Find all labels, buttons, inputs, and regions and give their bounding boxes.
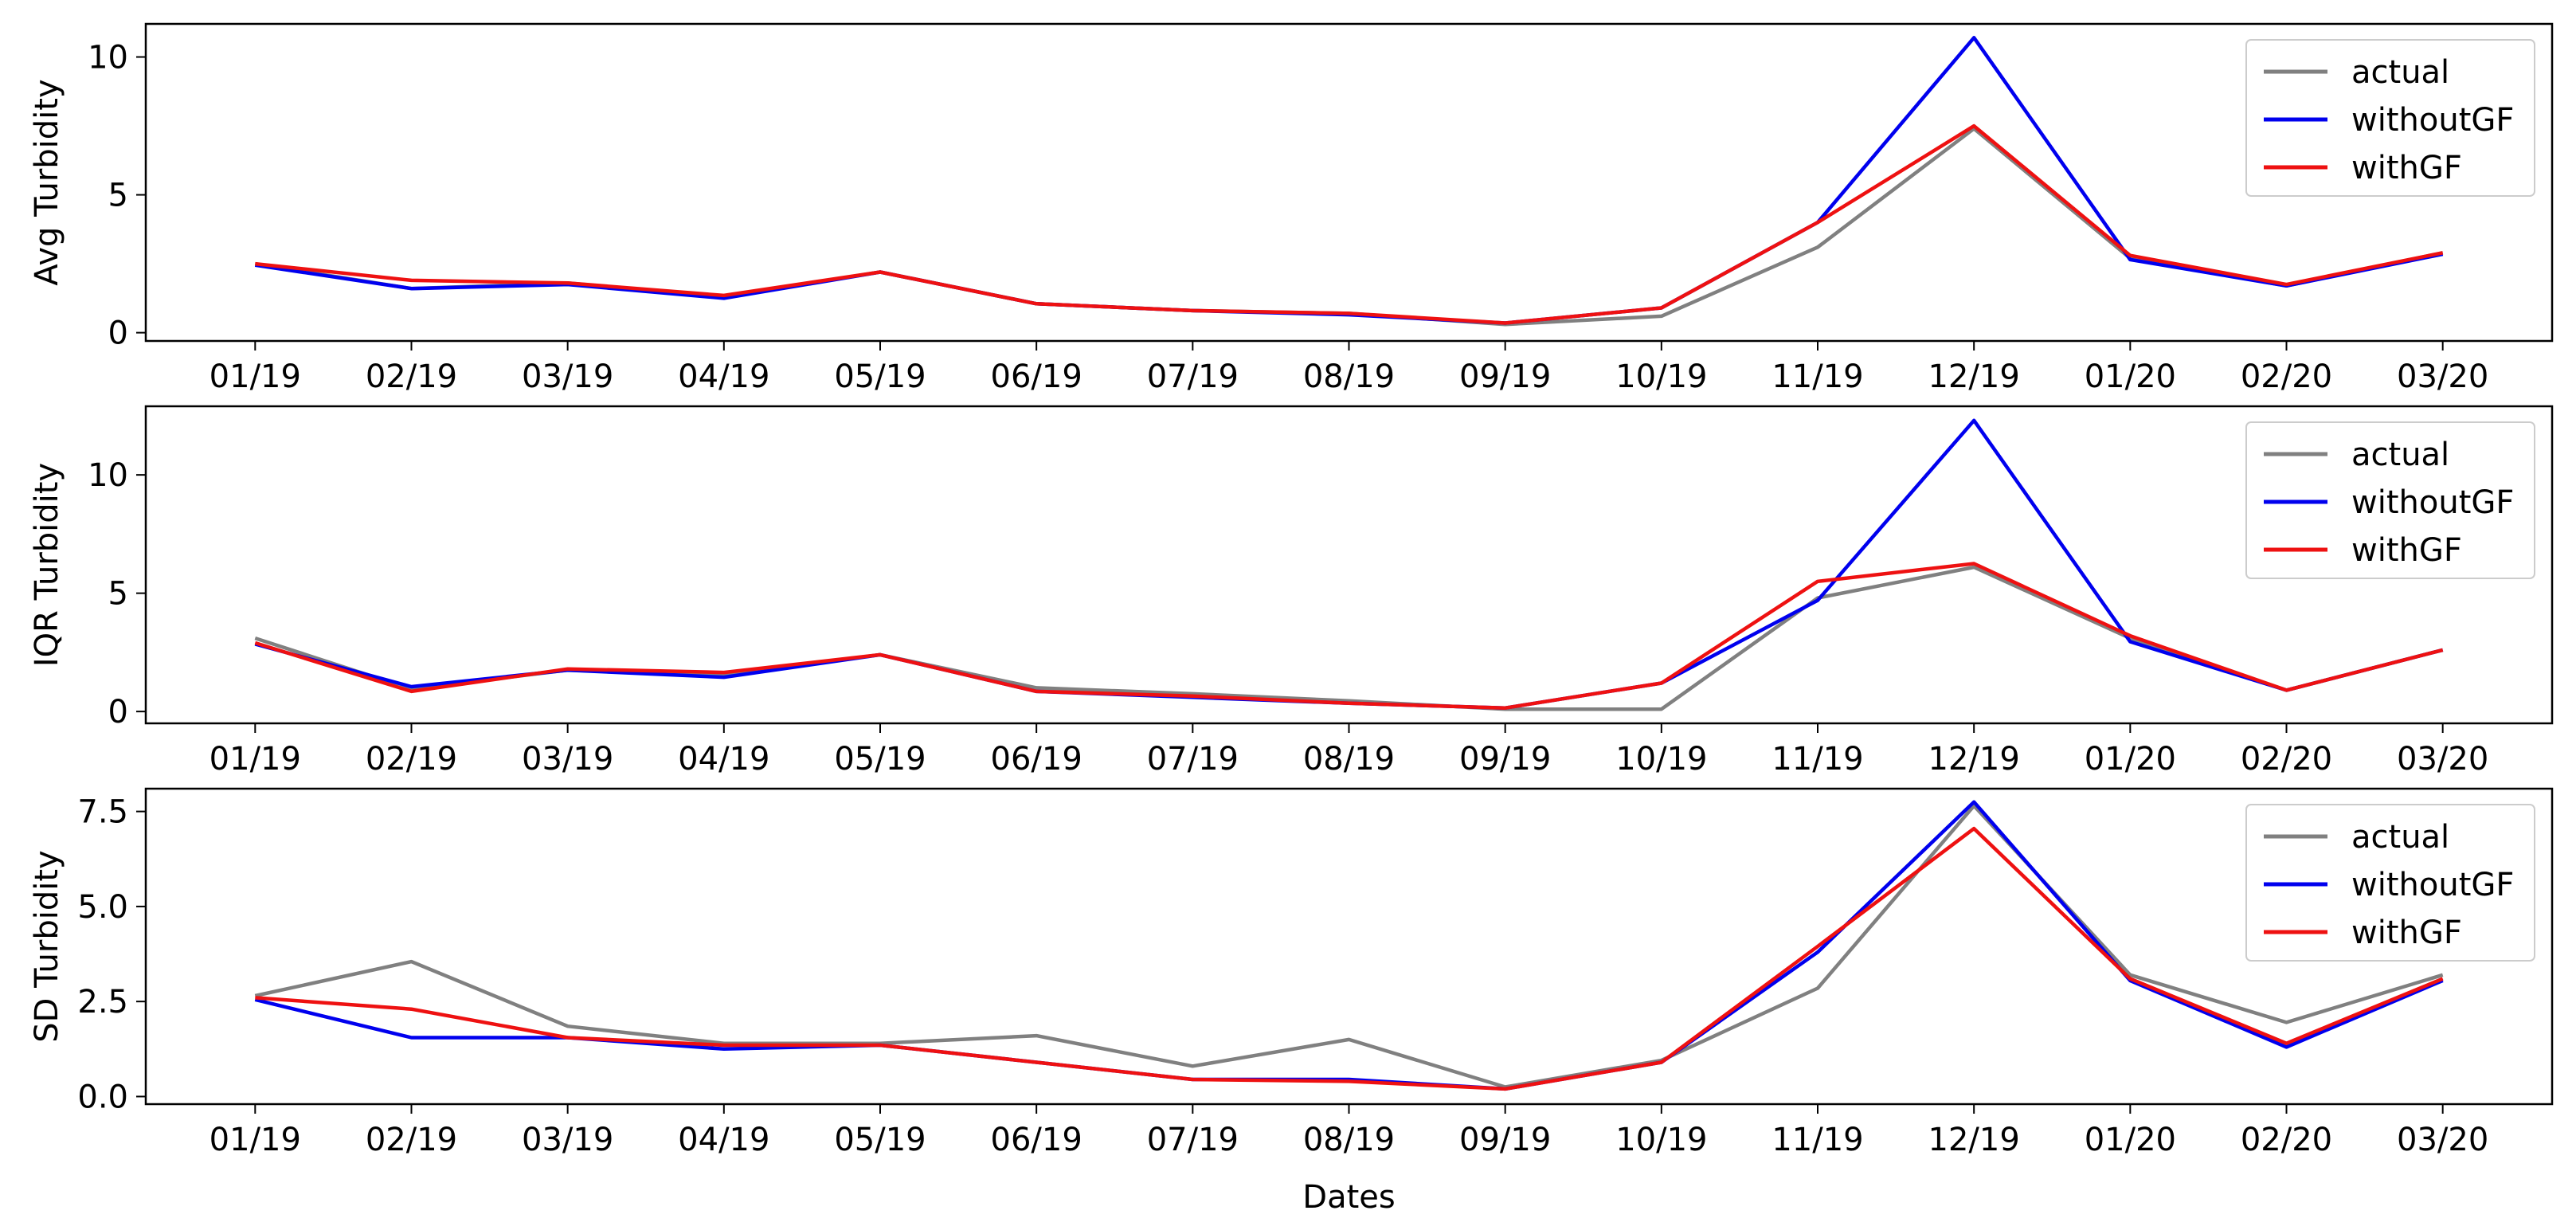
x-tick-label: 07/19 xyxy=(1147,1122,1239,1158)
legend-label-withoutGF: withoutGF xyxy=(2351,102,2514,139)
x-tick-label: 07/19 xyxy=(1147,358,1239,395)
y-tick-label: 5 xyxy=(108,576,128,613)
x-tick-label: 04/19 xyxy=(678,741,769,778)
legend-label-withGF: withGF xyxy=(2351,915,2462,951)
series-line-withoutGF xyxy=(254,418,2444,710)
series-line-withGF xyxy=(255,123,2444,325)
x-tick-label: 01/19 xyxy=(209,1122,301,1158)
legend-box xyxy=(2245,421,2535,579)
x-tick-label: 12/19 xyxy=(1928,358,2020,395)
legend-label-actual: actual xyxy=(2351,437,2449,473)
x-tick-label: 03/20 xyxy=(2397,358,2488,395)
y-tick-label: 7.5 xyxy=(77,794,128,831)
x-tick-label: 02/19 xyxy=(366,1122,457,1158)
x-tick-label: 12/19 xyxy=(1928,741,2020,778)
x-tick-label: 12/19 xyxy=(1928,1122,2020,1158)
x-tick-label: 09/19 xyxy=(1459,358,1551,395)
x-tick-label: 04/19 xyxy=(678,358,769,395)
x-tick-label: 01/20 xyxy=(2085,1122,2176,1158)
x-tick-label: 06/19 xyxy=(991,741,1082,778)
y-tick-label: 2.5 xyxy=(77,984,128,1020)
legend-label-withoutGF: withoutGF xyxy=(2351,484,2514,521)
legend-label-withGF: withGF xyxy=(2351,532,2462,569)
x-tick-label: 11/19 xyxy=(1771,1122,1863,1158)
series-line-withoutGF xyxy=(254,36,2444,325)
x-tick-label: 01/19 xyxy=(209,741,301,778)
x-tick-label: 04/19 xyxy=(678,1122,769,1158)
y-tick-label: 0 xyxy=(108,694,128,731)
x-tick-label: 03/20 xyxy=(2397,1122,2488,1158)
legend-box xyxy=(2245,39,2535,197)
axes-frame xyxy=(144,22,2554,343)
x-tick-label: 05/19 xyxy=(834,741,926,778)
y-tick-label: 0 xyxy=(108,315,128,352)
x-tick-label: 11/19 xyxy=(1771,741,1863,778)
x-tick-label: 11/19 xyxy=(1771,358,1863,395)
legend-label-actual: actual xyxy=(2351,819,2449,856)
x-tick-label: 10/19 xyxy=(1615,741,1707,778)
x-tick-label: 07/19 xyxy=(1147,741,1239,778)
x-tick-label: 03/19 xyxy=(522,1122,613,1158)
x-tick-label: 09/19 xyxy=(1459,741,1551,778)
x-tick-label: 01/19 xyxy=(209,358,301,395)
x-tick-label: 03/20 xyxy=(2397,741,2488,778)
subplot-1: 01/19 02/19 03/19 04/19 05/19 06/19 07/19 08/19… xyxy=(29,22,2554,395)
x-tick-label: 02/19 xyxy=(366,741,457,778)
x-tick-label: 06/19 xyxy=(991,358,1082,395)
legend-label-withoutGF: withoutGF xyxy=(2351,867,2514,903)
x-tick-label: 08/19 xyxy=(1303,1122,1395,1158)
legend: actual withoutGF withGF xyxy=(2245,421,2535,579)
subplot-2: 01/19 02/19 03/19 04/19 05/19 06/19 07/19 08/19… xyxy=(29,405,2554,778)
x-tick-label: 03/19 xyxy=(522,741,613,778)
series-line-actual xyxy=(254,565,2444,711)
x-tick-label: 02/20 xyxy=(2241,358,2332,395)
y-tick-label: 10 xyxy=(88,457,128,494)
axes-frame xyxy=(144,787,2554,1106)
legend: actual withoutGF withGF xyxy=(2245,804,2535,962)
x-tick-label: 01/20 xyxy=(2085,741,2176,778)
y-tick-label: 0.0 xyxy=(77,1079,128,1115)
x-axis-label: Dates xyxy=(1302,1179,1395,1216)
series-line-actual xyxy=(254,804,2444,1089)
legend: actual withoutGF withGF xyxy=(2245,39,2535,197)
y-tick-label: 10 xyxy=(88,40,128,76)
x-tick-label: 05/19 xyxy=(834,358,926,395)
x-tick-label: 03/19 xyxy=(522,358,613,395)
legend-label-withGF: withGF xyxy=(2351,150,2462,186)
series-line-withoutGF xyxy=(254,800,2444,1091)
x-tick-label: 02/19 xyxy=(366,358,457,395)
y-axis-label: SD Turbidity xyxy=(29,850,65,1042)
y-axis-label: Avg Turbidity xyxy=(29,79,65,285)
legend-label-actual: actual xyxy=(2351,54,2449,91)
y-tick-label: 5.0 xyxy=(77,889,128,926)
x-tick-label: 08/19 xyxy=(1303,741,1395,778)
y-axis-label: IQR Turbidity xyxy=(29,463,65,667)
series-line-withGF xyxy=(255,826,2444,1091)
subplot-3: 01/19 02/19 03/19 04/19 05/19 06/19 07/19 08/19… xyxy=(29,787,2554,1216)
x-tick-label: 08/19 xyxy=(1303,358,1395,395)
x-tick-label: 10/19 xyxy=(1615,358,1707,395)
x-tick-label: 02/20 xyxy=(2241,741,2332,778)
series-line-actual xyxy=(254,127,2444,327)
legend-box xyxy=(2245,804,2535,962)
x-tick-label: 02/20 xyxy=(2241,1122,2332,1158)
series-line-withGF xyxy=(254,562,2444,710)
x-tick-label: 09/19 xyxy=(1459,1122,1551,1158)
x-tick-label: 01/20 xyxy=(2085,358,2176,395)
x-tick-label: 05/19 xyxy=(834,1122,926,1158)
y-tick-label: 5 xyxy=(108,178,128,214)
x-tick-label: 10/19 xyxy=(1615,1122,1707,1158)
x-tick-label: 06/19 xyxy=(991,1122,1082,1158)
